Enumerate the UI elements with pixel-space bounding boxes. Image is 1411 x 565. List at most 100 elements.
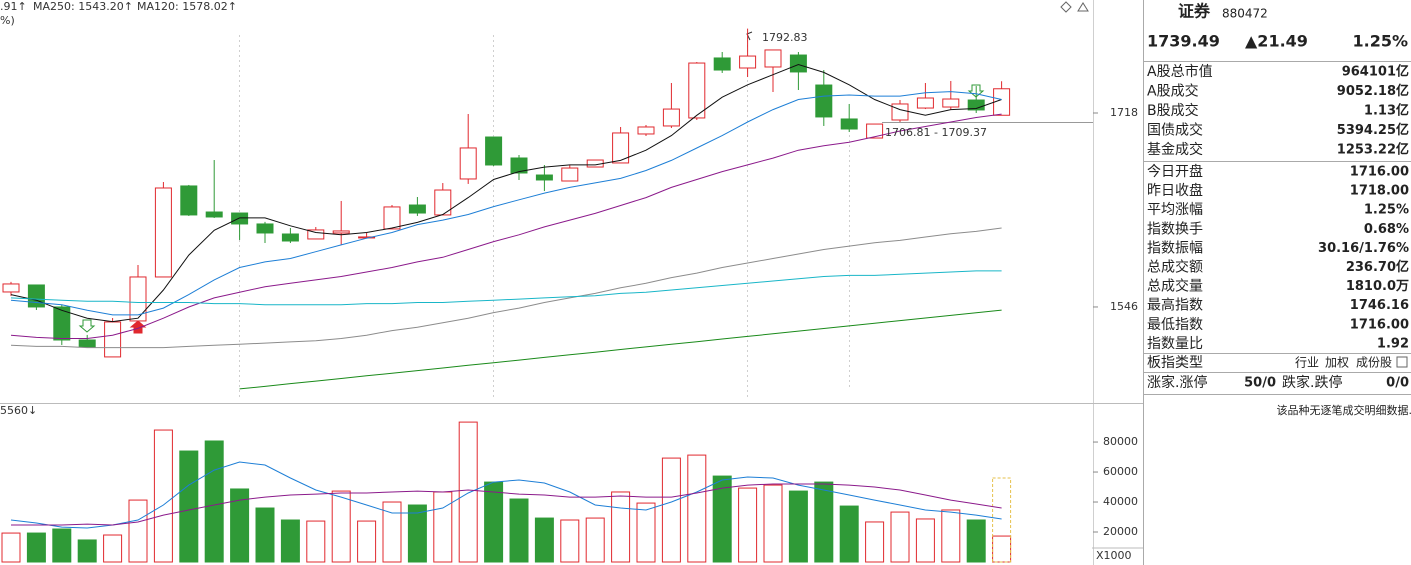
candle-body [535,174,553,181]
ma-legend: .91↑ [0,0,27,13]
candle-body [637,126,655,135]
candle-body [78,339,96,348]
volume-bar [865,521,885,563]
candle-body [713,57,731,71]
volume-bar [77,539,97,563]
row-label: A股成交 [1147,83,1199,100]
volume-bar [890,511,910,563]
volume-bar [179,450,199,563]
volume-bar [433,491,453,563]
candle-body [408,204,426,214]
sell-signal [967,84,985,98]
volume-bar [280,519,300,563]
security-code: 880472 [1222,7,1268,21]
volume-bar [763,484,783,563]
candle-body [815,84,833,118]
volume-bar [26,532,46,563]
volume-bar [509,498,529,563]
candle-body [739,55,757,69]
ma-line [10,63,1002,323]
charts: .91↑ MA250: 1543.20↑ MA120: 1578.02↑%) 1546… [0,0,1138,563]
row-label: 指数量比 [1147,336,1203,352]
row-label: 跌家.跌停 [1282,374,1342,391]
row-value: 236.70亿 [1346,259,1409,275]
row-label: 板指类型 [1147,355,1203,371]
volume-bar [712,475,732,563]
candle-body [256,223,274,234]
row-value: 1.25% [1364,203,1409,218]
volume-bar [255,507,275,563]
volume-bar [687,454,707,563]
type-option: 成份股 [1356,356,1392,370]
row-value: 1253.22亿 [1337,142,1409,158]
candle-body [866,123,884,139]
volume-bar [103,534,123,563]
candle-body [840,118,858,130]
row-value: 5394.25亿 [1337,122,1409,138]
ma-line [11,483,1002,526]
ma-legend: MA250: 1543.20↑ [33,0,133,13]
volume-bar [52,528,72,563]
row-value: 964101亿 [1342,64,1409,80]
row-label: 最低指数 [1147,317,1203,333]
sell-signal [78,319,96,333]
volume-bar [915,518,935,563]
type-option: 行业 [1295,356,1319,370]
volume-bar [458,421,478,563]
volume-bar [484,481,504,563]
volume-bar [331,490,351,563]
buy-signal [129,320,147,334]
row-label: 基金成交 [1147,141,1203,158]
volume-bar [357,520,377,563]
candle-body [383,206,401,230]
candle-body [459,147,477,180]
row-value: 30.16/1.76% [1318,241,1409,256]
row-label: A股总市值 [1147,63,1213,80]
candle-body [129,276,147,322]
volume-bar [306,520,326,563]
row-label: 最高指数 [1147,297,1203,314]
volume-bar [128,499,148,563]
row-value: 1718.00 [1350,184,1409,199]
candle-body [485,136,503,166]
high-pointer [746,31,753,41]
ma-line [10,91,1002,316]
high-annotation: 1792.83 [762,31,808,44]
volume-estimate [992,477,1012,563]
volume-bar [839,505,859,563]
candle-body [916,97,934,109]
candle-body [510,157,528,174]
volume-bar [560,519,580,563]
ma-line [10,461,1002,529]
candle-body [307,229,325,240]
ma-line [239,309,1002,390]
candle-body [180,185,198,216]
icon [1077,2,1089,12]
row-label: 指数换手 [1147,220,1203,237]
volume-bar [534,517,554,563]
row-label: 总成交额 [1147,259,1203,276]
icon [1396,356,1408,368]
y-tick-label: 40000 [1103,495,1138,508]
candle-body [662,108,680,127]
candle-body [967,99,985,111]
row-label: 平均涨幅 [1147,202,1203,218]
ma-line [10,113,1002,339]
volume-bar [407,504,427,563]
candle-body [104,321,122,358]
last-price: 1739.49 [1147,32,1220,51]
row-value: 1716.00 [1350,165,1409,180]
row-value: 9052.18亿 [1337,83,1409,99]
volume-legend: 5560↓ [0,404,37,417]
volume-bar [941,509,961,563]
volume-bar [382,501,402,563]
candle-body [764,49,782,68]
y-tick-label: 1718 [1110,106,1138,119]
row-value: 1.13亿 [1364,103,1409,119]
price-change: ▲21.49 [1245,32,1308,51]
volume-bar [738,487,758,563]
candle-body [205,211,223,218]
row-value: 1810.0万 [1346,279,1409,294]
volume-bar [585,517,605,563]
ma-legend: MA120: 1578.02↑ [137,0,237,13]
